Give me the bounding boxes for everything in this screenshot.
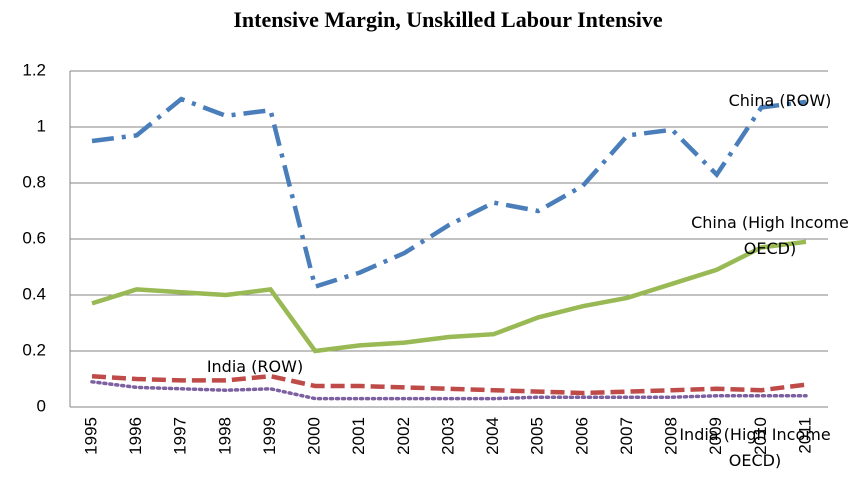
- series-label: India (High Income OECD): [679, 425, 831, 470]
- y-tick-label: 1.2: [22, 60, 46, 79]
- x-tick-label: 2000: [305, 417, 324, 455]
- y-tick-label: 0.2: [22, 340, 46, 359]
- y-tick-label: 0.8: [22, 172, 46, 191]
- x-tick-label: 2003: [438, 417, 457, 455]
- x-tick-label: 2002: [394, 417, 413, 455]
- x-tick-label: 1996: [126, 417, 145, 455]
- x-tick-label: 2010: [751, 417, 770, 455]
- series-label-box: China (High Income OECD): [691, 213, 849, 258]
- x-tick-label: 1998: [215, 417, 234, 455]
- series-label-box: India (ROW): [206, 357, 304, 376]
- x-tick-label: 1995: [81, 417, 100, 455]
- x-tick-label: 1997: [171, 417, 190, 455]
- series-label: China (High Income OECD): [691, 213, 849, 258]
- x-tick-label: 2001: [349, 417, 368, 455]
- x-tick-label: 1999: [260, 417, 279, 455]
- series-label-box: China (ROW): [728, 91, 832, 110]
- chart-title: Intensive Margin, Unskilled Labour Inten…: [233, 7, 663, 32]
- y-tick-label: 0.6: [22, 228, 46, 247]
- series-label: China (ROW): [728, 91, 832, 110]
- x-tick-label: 2007: [617, 417, 636, 455]
- y-tick-label: 0.4: [22, 284, 46, 303]
- y-tick-label: 0: [37, 396, 46, 415]
- series-label: India (ROW): [206, 357, 304, 376]
- x-tick-label: 2006: [572, 417, 591, 455]
- series-line: [91, 239, 807, 354]
- series-line: [90, 380, 808, 401]
- x-tick-label: 2008: [662, 417, 681, 455]
- series-line: [91, 96, 807, 290]
- y-tick-label: 1: [37, 116, 46, 135]
- x-tick-label: 2011: [795, 417, 814, 454]
- series-label-box: India (High Income OECD): [679, 425, 831, 470]
- x-tick-label: 2009: [706, 417, 725, 455]
- x-tick-label: 2004: [483, 417, 502, 455]
- x-tick-label: 2005: [528, 417, 547, 455]
